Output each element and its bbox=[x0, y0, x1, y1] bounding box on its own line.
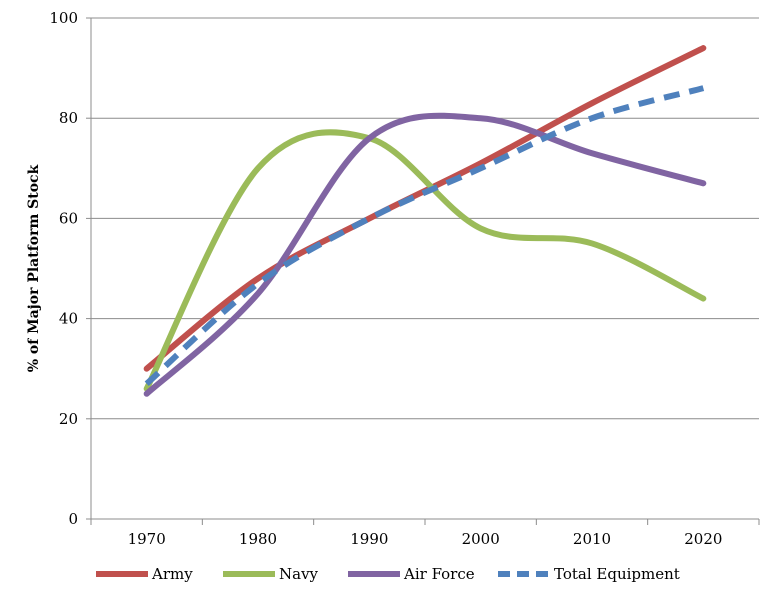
y-axis-title: % of Major Platform Stock bbox=[26, 164, 42, 372]
x-tick-label: 1990 bbox=[350, 530, 388, 548]
y-tick-label: 0 bbox=[68, 510, 78, 528]
y-tick-label: 100 bbox=[49, 9, 78, 27]
legend-label-navy: Navy bbox=[279, 565, 319, 583]
series-line-total-equipment bbox=[144, 85, 705, 386]
y-tick-label: 20 bbox=[59, 410, 78, 428]
series-line-air-force bbox=[143, 112, 707, 397]
series-lines bbox=[143, 45, 707, 397]
legend-label-air-force: Air Force bbox=[403, 565, 475, 583]
legend-label-total-equipment: Total Equipment bbox=[554, 565, 680, 583]
series-line-navy bbox=[143, 129, 707, 392]
x-tick-label: 2000 bbox=[462, 530, 500, 548]
y-tick-label: 80 bbox=[59, 109, 78, 127]
y-tick-label: 40 bbox=[59, 310, 78, 328]
x-tick-label: 1970 bbox=[128, 530, 166, 548]
axes bbox=[86, 17, 760, 525]
legend-label-army: Army bbox=[151, 565, 193, 583]
y-tick-label: 60 bbox=[59, 209, 78, 227]
x-tick-label: 2020 bbox=[684, 530, 722, 548]
tick-labels: 0 20 40 60 80 100 1970 1980 1990 2000 2010 2020 bbox=[49, 9, 722, 548]
x-tick-label: 1980 bbox=[239, 530, 277, 548]
legend: Army Navy Air Force Total Equipment bbox=[96, 565, 680, 583]
x-tick-label: 2010 bbox=[573, 530, 611, 548]
